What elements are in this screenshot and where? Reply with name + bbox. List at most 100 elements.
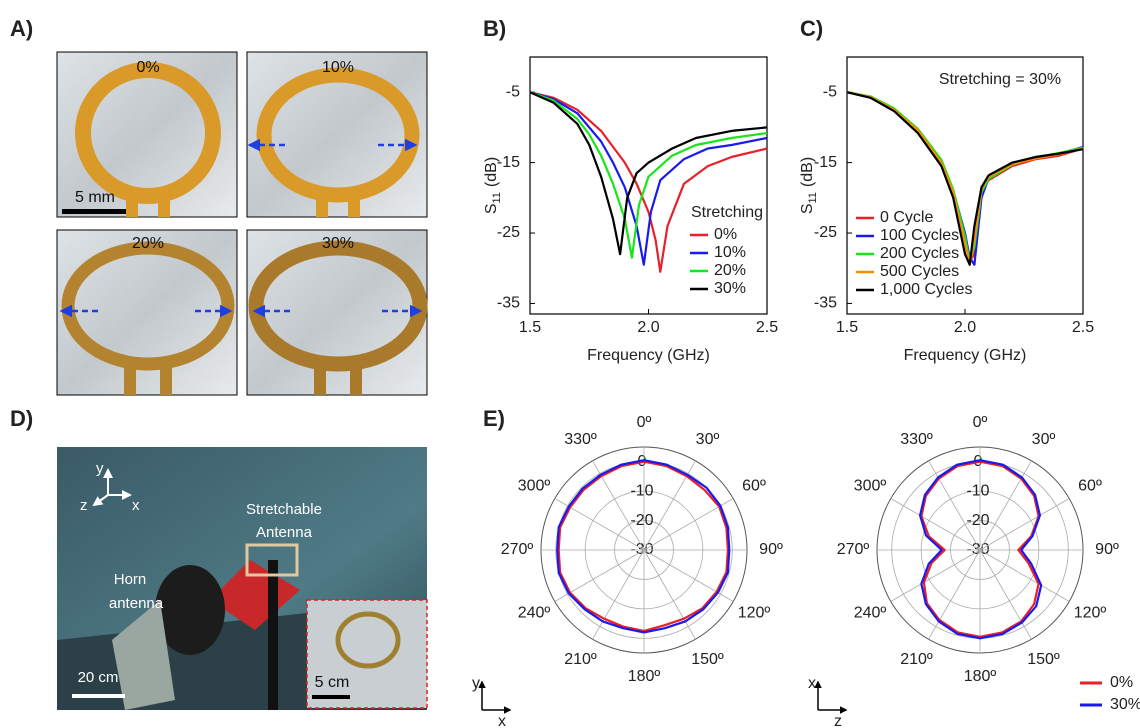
legend-label: 30% — [1110, 696, 1140, 713]
theta-tick-label: 180º — [964, 668, 997, 685]
scale-label: 5 cm — [315, 674, 350, 691]
axis-icon — [92, 468, 132, 507]
inset — [306, 599, 428, 709]
legend-label: 200 Cycles — [880, 245, 959, 262]
y-axis-subscript: 11 — [491, 192, 503, 203]
panel-label: E) — [483, 406, 505, 431]
grid-spoke — [928, 460, 981, 551]
theta-tick-label: 210º — [900, 651, 933, 668]
series-line — [919, 459, 1043, 640]
y-axis-symbol: S — [799, 203, 816, 214]
panel-label: B) — [483, 16, 506, 41]
stretch-arrows — [59, 138, 423, 318]
y-tick-label: -5 — [823, 83, 837, 100]
y-tick-label: -25 — [497, 224, 520, 241]
y-tick-label: -15 — [814, 154, 837, 171]
theta-tick-label: 90º — [759, 541, 783, 558]
x-axis-label: Frequency (GHz) — [904, 347, 1027, 364]
scale-bar — [62, 209, 126, 214]
antenna-label: Stretchable — [246, 501, 322, 518]
scale-label: 5 mm — [75, 189, 115, 206]
antenna-frame — [245, 543, 299, 577]
legend-label: 0% — [1110, 674, 1133, 691]
theta-tick-label: 330º — [900, 431, 933, 448]
y-tick-label: -5 — [506, 83, 520, 100]
x-tick-label: 1.5 — [519, 319, 541, 336]
grid-spoke — [890, 498, 981, 551]
photo-d: 5 cm 20 cm y z x Stretchable Antenna Hor… — [57, 447, 428, 710]
panel-label: A) — [10, 16, 33, 41]
r-tick-label: -10 — [966, 482, 989, 499]
strain-label: 10% — [322, 59, 354, 76]
theta-tick-label: 270º — [837, 541, 870, 558]
theta-tick-label: 90º — [1095, 541, 1119, 558]
axis-letter: z — [80, 497, 88, 514]
horn-label: antenna — [109, 595, 164, 612]
legend-label: 100 Cycles — [880, 227, 959, 244]
theta-tick-label: 120º — [738, 605, 771, 622]
series-line — [846, 91, 1084, 266]
horn-antenna — [155, 565, 225, 655]
grid-spoke — [979, 549, 1032, 640]
antenna-feeds — [124, 192, 362, 395]
legend-title: Stretching — [691, 204, 763, 221]
theta-tick-label: 60º — [1078, 478, 1102, 495]
x-tick-label: 1.5 — [836, 319, 858, 336]
series-line — [529, 91, 768, 256]
y-tick-label: -25 — [814, 224, 837, 241]
theta-tick-label: 270º — [501, 541, 534, 558]
scale-label: 20 cm — [78, 669, 119, 686]
legend-label: 0 Cycle — [880, 209, 933, 226]
theta-tick-label: 0º — [973, 414, 988, 431]
axis-letter: x — [132, 497, 140, 514]
series-line — [556, 459, 731, 634]
theta-tick-label: 240º — [854, 605, 887, 622]
inset-ring — [335, 611, 401, 669]
grid-spoke — [643, 549, 734, 602]
theta-tick-label: 30º — [696, 431, 720, 448]
orientation-label: x — [808, 675, 816, 692]
annotation: Stretching = 30% — [939, 71, 1061, 88]
series-line — [557, 460, 729, 632]
panel-label: C) — [800, 16, 823, 41]
y-tick-label: -35 — [814, 295, 837, 312]
grid-spoke — [979, 549, 1070, 602]
y-tick-label: -15 — [497, 154, 520, 171]
legend-label: 1,000 Cycles — [880, 281, 973, 298]
grid-spoke — [890, 549, 981, 602]
y-tick-label: -35 — [497, 295, 520, 312]
legend-label: 0% — [714, 226, 737, 243]
orientation-label: x — [498, 713, 506, 728]
orientation-label: y — [472, 675, 480, 692]
grid-spoke — [643, 549, 696, 640]
strain-label: 20% — [132, 235, 164, 252]
x-tick-label: 2.5 — [756, 319, 778, 336]
x-tick-label: 2.5 — [1072, 319, 1094, 336]
theta-tick-label: 300º — [854, 478, 887, 495]
legend-label: 500 Cycles — [880, 263, 959, 280]
antenna-label: Antenna — [256, 524, 313, 541]
theta-tick-label: 0º — [637, 414, 652, 431]
x-tick-label: 2.0 — [637, 319, 659, 336]
series-line — [529, 91, 768, 259]
grid-spoke — [592, 549, 645, 640]
y-axis-unit: (dB) — [483, 157, 500, 187]
horn-label: Horn — [114, 571, 147, 588]
theta-tick-label: 300º — [518, 478, 551, 495]
strain-label: 30% — [322, 235, 354, 252]
theta-tick-label: 30º — [1032, 431, 1056, 448]
theta-tick-label: 150º — [691, 651, 724, 668]
theta-tick-label: 240º — [518, 605, 551, 622]
legend-label: 20% — [714, 262, 746, 279]
y-axis-label: S11 (dB) — [799, 157, 819, 214]
theta-tick-label: 210º — [564, 651, 597, 668]
r-tick-label: -20 — [966, 512, 989, 529]
theta-tick-label: 150º — [1027, 651, 1060, 668]
legend-label: 30% — [714, 280, 746, 297]
r-tick-label: -10 — [630, 482, 653, 499]
photo-a: 5 mm 0% 10% 20% 30% — [56, 51, 428, 396]
theta-tick-label: 120º — [1074, 605, 1107, 622]
y-axis-symbol: S — [483, 203, 500, 214]
y-axis-unit: (dB) — [799, 157, 816, 187]
